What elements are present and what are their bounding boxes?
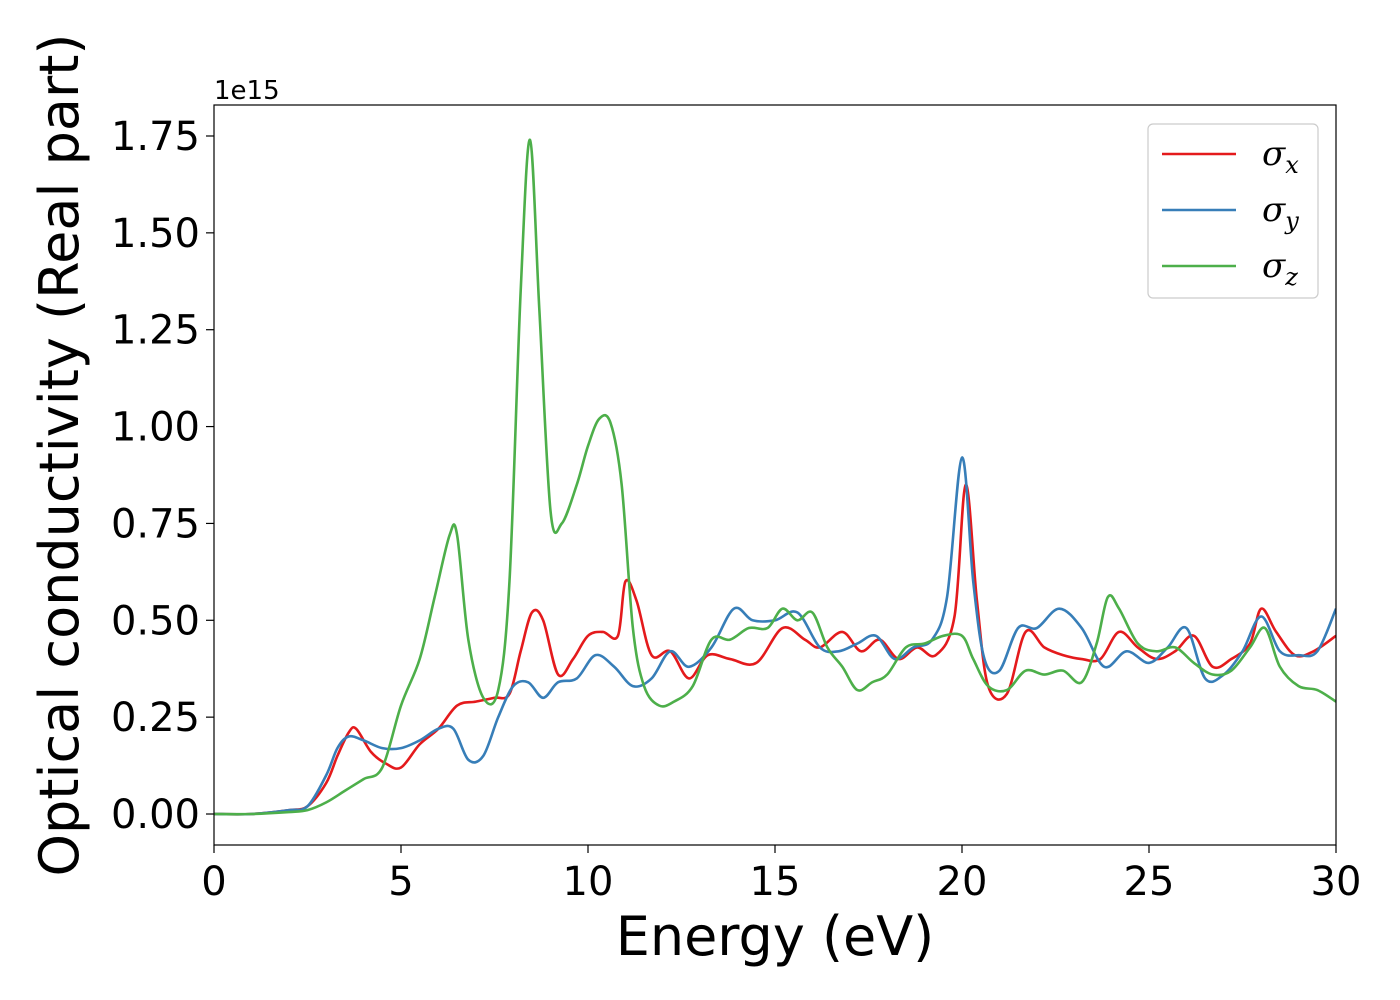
series-line-y	[214, 456, 1336, 816]
y-axis-offset-label: 1e15	[214, 76, 280, 106]
y-tick-label: 0.00	[111, 792, 200, 838]
legend-label-x: σx	[1262, 134, 1299, 179]
y-axis-label: Optical conductivity (Real part)	[28, 34, 91, 877]
x-axis-ticks: 0 5 10 15 20 25 30	[201, 845, 1361, 905]
legend-label-y: σy	[1262, 190, 1299, 235]
x-tick-label: 20	[937, 859, 988, 905]
x-tick-label: 25	[1124, 859, 1175, 905]
x-tick-label: 5	[388, 859, 413, 905]
y-tick-label: 1.25	[111, 308, 200, 354]
x-tick-label: 10	[563, 859, 614, 905]
y-tick-label: 1.75	[111, 114, 200, 160]
y-axis-ticks: 0.00 0.25 0.50 0.75 1.00 1.25 1.50 1.75	[111, 114, 214, 838]
y-tick-label: 0.75	[111, 501, 200, 547]
series-line-x	[214, 483, 1336, 816]
y-tick-label: 0.25	[111, 695, 200, 741]
series-line-z	[214, 138, 1336, 816]
y-tick-label: 1.00	[111, 405, 200, 451]
legend: σx σy σz	[1147, 123, 1319, 299]
y-tick-label: 1.50	[111, 211, 200, 257]
x-tick-label: 0	[201, 859, 226, 905]
x-axis-label: Energy (eV)	[616, 905, 935, 968]
x-tick-label: 15	[750, 859, 801, 905]
series-layer	[214, 138, 1336, 816]
legend-label-z: σz	[1262, 246, 1298, 291]
y-tick-label: 0.50	[111, 598, 200, 644]
x-tick-label: 30	[1311, 859, 1362, 905]
